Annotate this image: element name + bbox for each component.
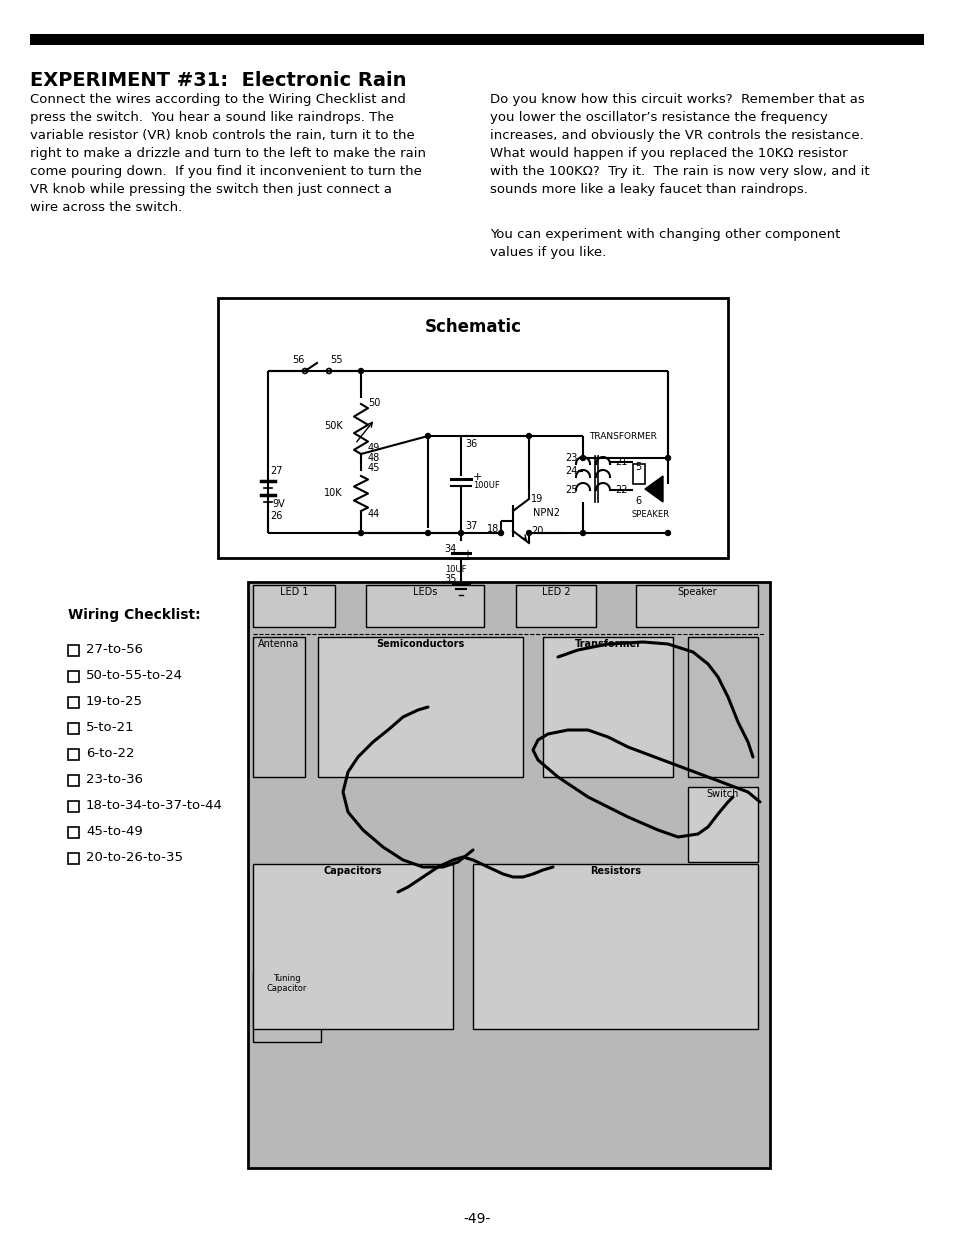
Bar — [68, 671, 79, 682]
Circle shape — [526, 433, 531, 438]
Text: 10K: 10K — [324, 488, 343, 498]
Bar — [68, 722, 79, 734]
Circle shape — [579, 456, 585, 461]
Text: Semiconductors: Semiconductors — [376, 638, 464, 650]
Polygon shape — [644, 475, 662, 501]
Text: 19: 19 — [531, 494, 542, 504]
Text: 100UF: 100UF — [473, 480, 499, 489]
Text: 5-to-21: 5-to-21 — [86, 721, 134, 734]
Text: 45-to-49: 45-to-49 — [86, 825, 143, 839]
Bar — [687, 637, 758, 777]
Text: -49-: -49- — [463, 1212, 490, 1226]
Text: 21: 21 — [615, 457, 627, 467]
Text: 23-to-36: 23-to-36 — [86, 773, 143, 785]
Bar — [68, 853, 79, 864]
Text: Do you know how this circuit works?  Remember that as
you lower the oscillator’s: Do you know how this circuit works? Reme… — [490, 93, 869, 196]
Text: 23: 23 — [565, 453, 578, 463]
Text: LED 2: LED 2 — [541, 587, 570, 597]
Bar — [687, 787, 758, 862]
Text: Capacitors: Capacitors — [323, 866, 382, 876]
Text: 19-to-25: 19-to-25 — [86, 695, 143, 708]
Bar — [68, 645, 79, 656]
Circle shape — [665, 531, 670, 536]
Text: 25: 25 — [565, 485, 578, 495]
Text: SPEAKER: SPEAKER — [631, 510, 669, 519]
Bar — [68, 776, 79, 785]
Text: Resistors: Resistors — [589, 866, 640, 876]
Text: 10UF: 10UF — [445, 564, 466, 573]
Text: 48: 48 — [368, 453, 380, 463]
Text: 50K: 50K — [324, 421, 343, 431]
Circle shape — [358, 531, 363, 536]
Circle shape — [579, 531, 585, 536]
Text: 37: 37 — [464, 521, 476, 531]
Bar — [68, 802, 79, 811]
Text: 18-to-34-to-37-to-44: 18-to-34-to-37-to-44 — [86, 799, 223, 811]
Text: LED 1: LED 1 — [279, 587, 308, 597]
Text: 56: 56 — [292, 354, 304, 366]
Bar — [30, 35, 923, 44]
Bar — [542, 637, 672, 777]
Text: 55: 55 — [330, 354, 342, 366]
Bar — [253, 864, 453, 1029]
Bar — [253, 637, 305, 777]
Text: 36: 36 — [464, 438, 476, 450]
Text: Tuning
Capacitor: Tuning Capacitor — [267, 974, 307, 993]
Text: Transformer: Transformer — [574, 638, 640, 650]
Circle shape — [498, 531, 503, 536]
Text: Schematic: Schematic — [424, 317, 521, 336]
Text: 24: 24 — [565, 466, 578, 475]
Circle shape — [425, 433, 430, 438]
Bar — [633, 464, 644, 484]
Text: 5: 5 — [634, 462, 640, 472]
Bar — [317, 637, 522, 777]
Circle shape — [665, 456, 670, 461]
Bar — [636, 585, 758, 627]
Text: 18: 18 — [486, 524, 498, 534]
Text: +: + — [473, 472, 482, 482]
Text: Speaker: Speaker — [677, 587, 716, 597]
Text: 6-to-22: 6-to-22 — [86, 747, 134, 760]
Text: 26: 26 — [270, 511, 282, 521]
Text: 22: 22 — [615, 485, 627, 495]
Text: 50-to-55-to-24: 50-to-55-to-24 — [86, 669, 183, 682]
Bar — [253, 585, 335, 627]
Bar — [253, 972, 320, 1042]
Bar — [473, 864, 758, 1029]
Text: 50: 50 — [368, 398, 380, 408]
Circle shape — [425, 531, 430, 536]
Text: You can experiment with changing other component
values if you like.: You can experiment with changing other c… — [490, 228, 840, 259]
Text: 34: 34 — [444, 543, 456, 555]
Text: 6: 6 — [635, 496, 640, 506]
Text: Connect the wires according to the Wiring Checklist and
press the switch.  You h: Connect the wires according to the Wirin… — [30, 93, 426, 214]
Text: 27-to-56: 27-to-56 — [86, 643, 143, 656]
Text: 20: 20 — [531, 526, 543, 536]
Bar — [516, 585, 596, 627]
Text: 44: 44 — [368, 509, 380, 519]
Text: 27: 27 — [270, 466, 282, 475]
Bar — [68, 748, 79, 760]
Circle shape — [526, 531, 531, 536]
Circle shape — [458, 531, 463, 536]
Circle shape — [358, 368, 363, 373]
Bar — [68, 827, 79, 839]
Bar — [366, 585, 483, 627]
Text: Antenna: Antenna — [258, 638, 299, 650]
Text: TRANSFORMER: TRANSFORMER — [588, 432, 657, 441]
Text: 35: 35 — [444, 574, 456, 584]
Bar — [218, 298, 727, 558]
Text: 20-to-26-to-35: 20-to-26-to-35 — [86, 851, 183, 864]
Bar — [248, 582, 769, 1168]
Text: NPN2: NPN2 — [533, 508, 559, 517]
Text: Switch: Switch — [706, 789, 739, 799]
Text: 45: 45 — [368, 463, 380, 473]
Text: 9V: 9V — [272, 499, 284, 509]
Text: EXPERIMENT #31:  Electronic Rain: EXPERIMENT #31: Electronic Rain — [30, 70, 406, 90]
Bar — [68, 697, 79, 708]
Text: 49: 49 — [368, 443, 380, 453]
Text: Wiring Checklist:: Wiring Checklist: — [68, 608, 200, 622]
Text: LEDs: LEDs — [413, 587, 436, 597]
Text: +: + — [462, 550, 471, 559]
